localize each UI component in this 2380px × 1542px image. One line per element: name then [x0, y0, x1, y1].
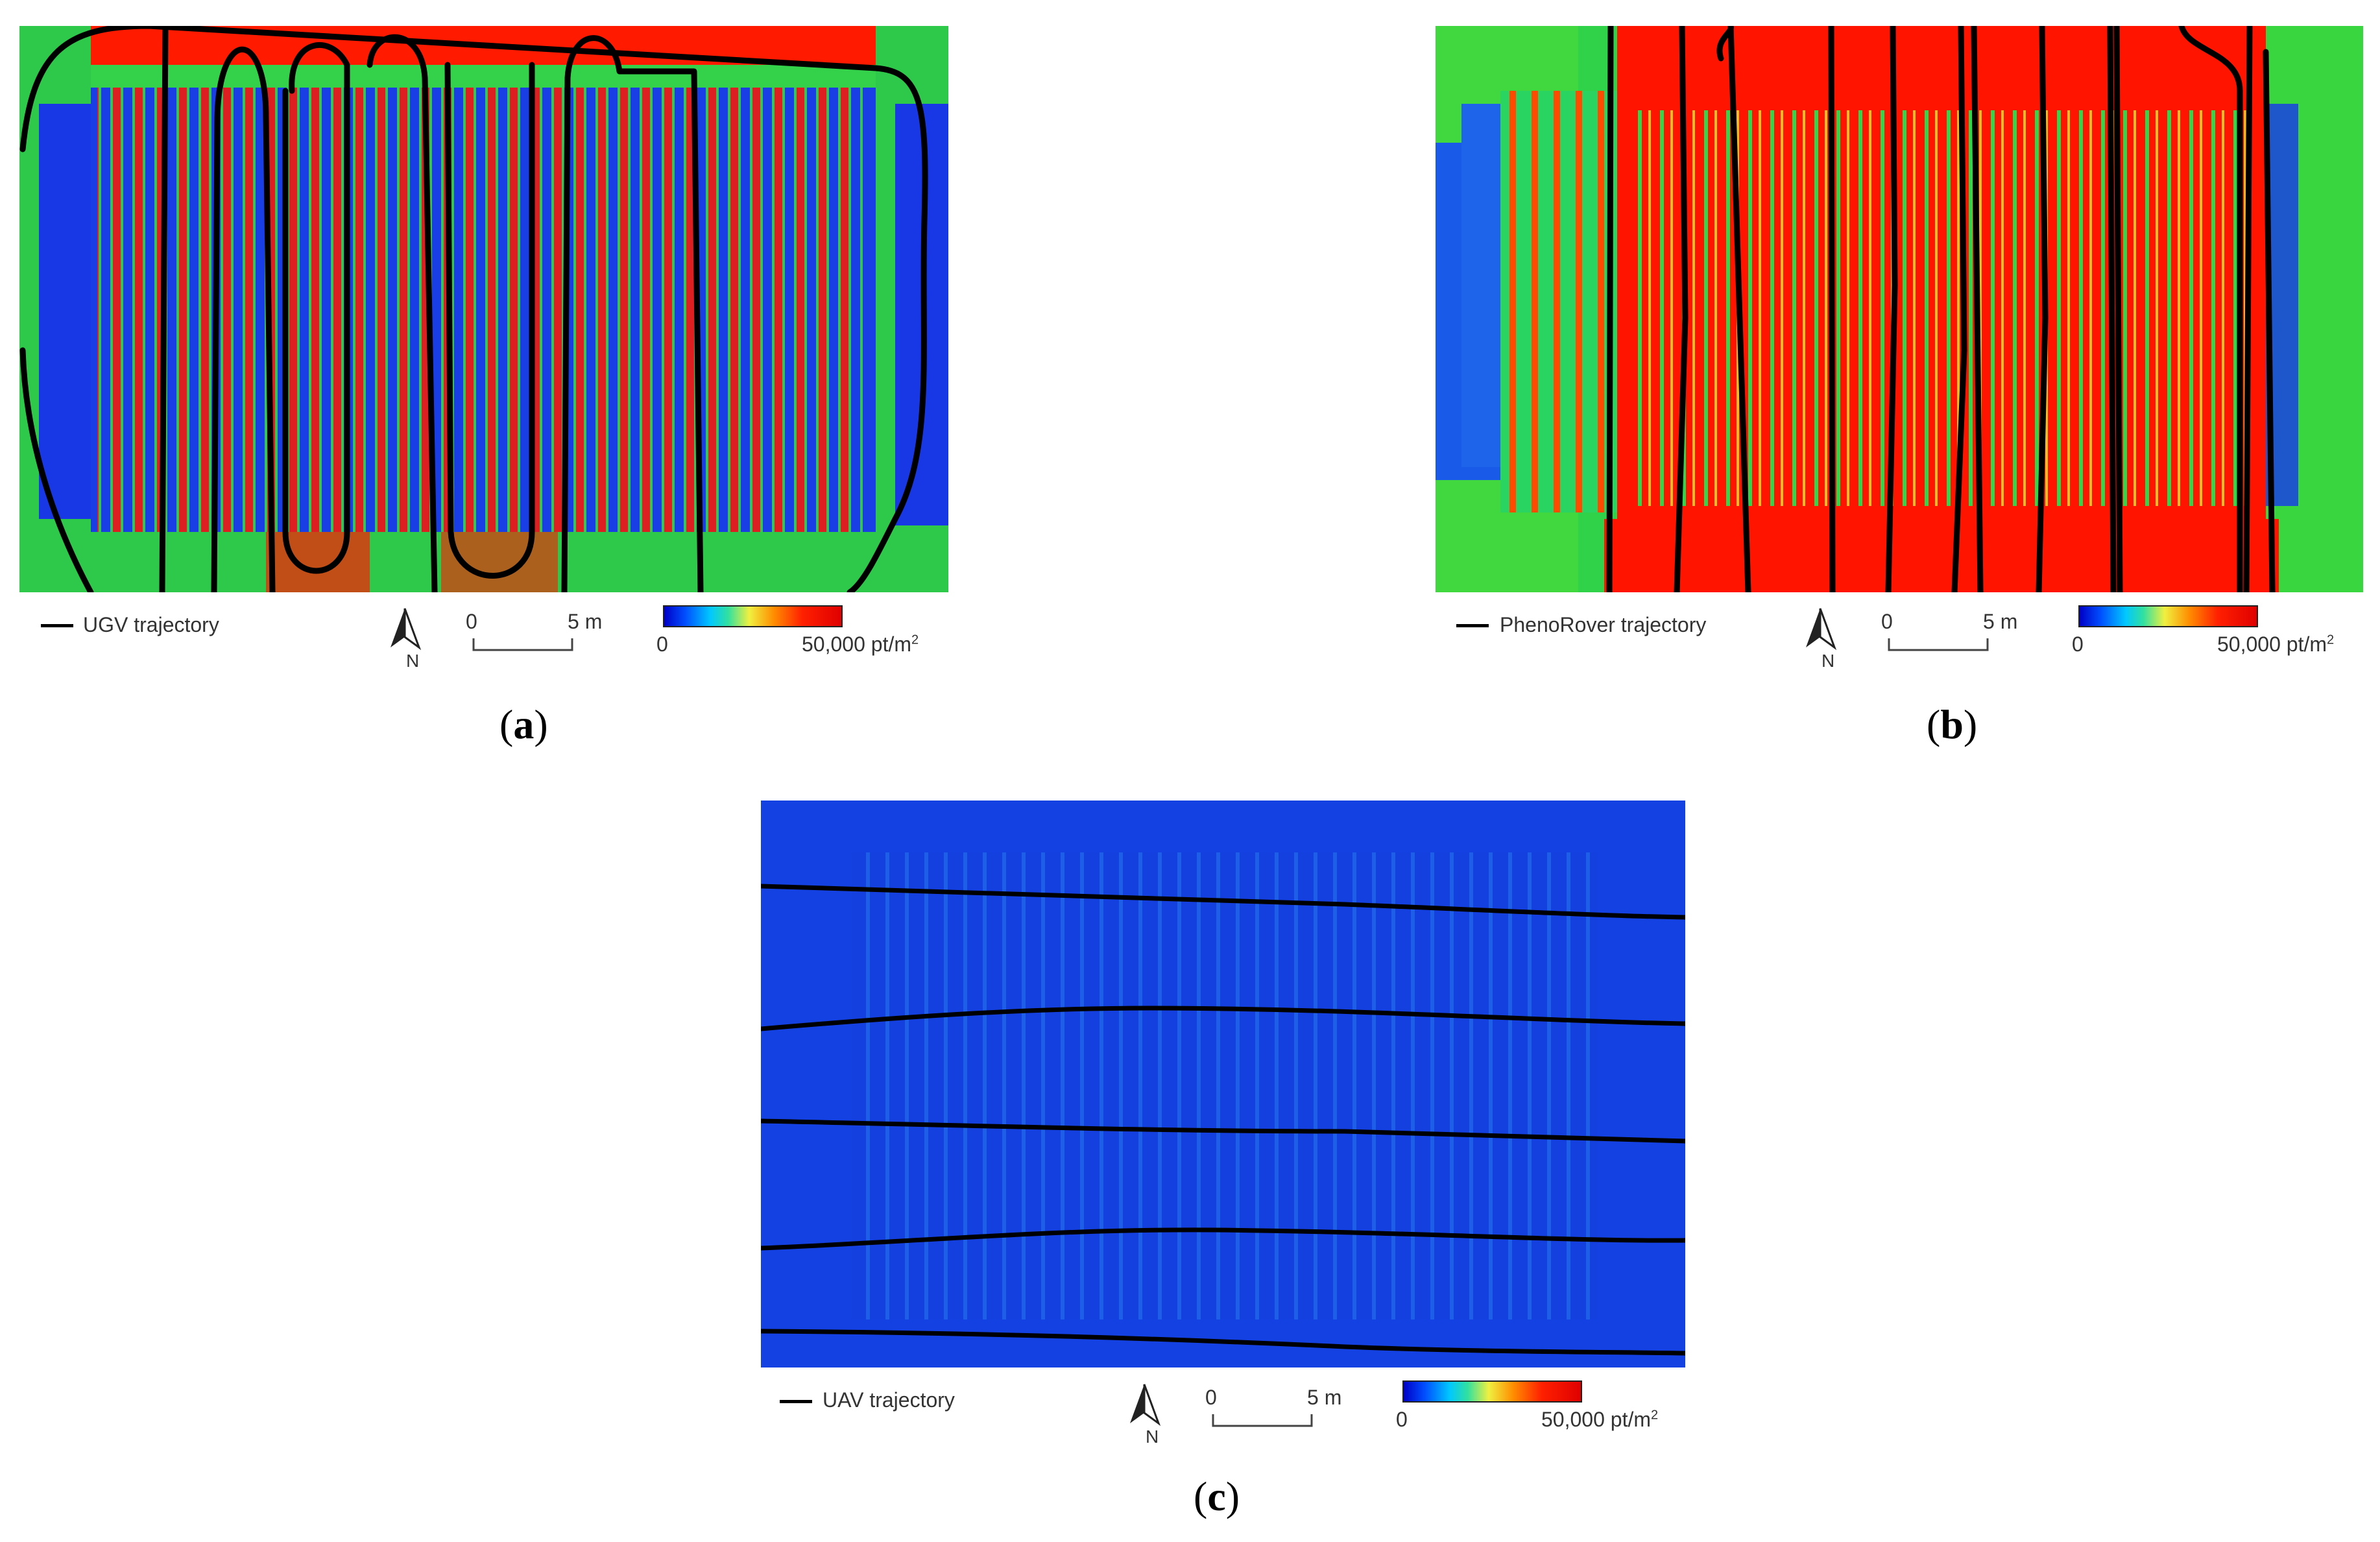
colorbar-min-label: 0: [2072, 632, 2084, 656]
legend-label-phenorover: PhenoRover trajectory: [1500, 613, 1707, 636]
caption-letter: b: [1940, 701, 1964, 747]
colorbar-max-label: 50,000 pt/m2: [2217, 632, 2334, 657]
caption-close: ): [534, 701, 548, 747]
legend-label-uav: UAV trajectory: [823, 1388, 955, 1412]
north-label: N: [1821, 651, 1834, 669]
map-ugv-point-density: [19, 26, 948, 592]
colorbar-max-label: 50,000 pt/m2: [802, 632, 919, 657]
scale-label-zero: 0: [1205, 1386, 1217, 1409]
caption-c: (c): [1194, 1473, 1240, 1521]
colorbar-max-sup: 2: [1651, 1408, 1659, 1423]
legend-line-ugv: [41, 624, 73, 627]
caption-close: ): [1963, 701, 1978, 747]
colorbar-max-sup: 2: [2327, 632, 2335, 647]
scale-label-end: 5 m: [1307, 1386, 1342, 1409]
caption-letter: a: [513, 701, 535, 747]
colorbar-max-value: 50,000 pt/m: [1541, 1408, 1651, 1431]
legend-label-ugv: UGV trajectory: [83, 613, 219, 636]
colorbar-max-value: 50,000 pt/m: [802, 632, 911, 656]
scale-label-end: 5 m: [568, 610, 603, 633]
legend-line-phenorover: [1456, 624, 1489, 627]
legend-line-uav: [780, 1400, 812, 1403]
scale-bar: [1888, 638, 1989, 651]
colorbar-max-sup: 2: [911, 632, 919, 647]
caption-open: (: [499, 701, 514, 747]
colorbar: [2078, 605, 2258, 627]
scale-label-zero: 0: [466, 610, 477, 633]
north-label: N: [1146, 1427, 1159, 1445]
caption-close: ): [1225, 1473, 1240, 1519]
colorbar-max-value: 50,000 pt/m: [2217, 632, 2327, 656]
colorbar-max-label: 50,000 pt/m2: [1541, 1408, 1658, 1432]
scale-bar: [472, 638, 573, 651]
colorbar: [1402, 1380, 1582, 1403]
scale-label-zero: 0: [1881, 610, 1893, 633]
caption-a: (a): [499, 701, 548, 749]
north-arrow-icon: N: [1130, 1384, 1161, 1445]
caption-open: (: [1194, 1473, 1208, 1519]
map-uav-point-density: [761, 801, 1685, 1367]
colorbar-min-label: 0: [1396, 1408, 1408, 1431]
north-label: N: [406, 651, 419, 669]
north-arrow-icon: N: [1806, 608, 1837, 669]
scale-bar: [1212, 1414, 1313, 1427]
colorbar: [663, 605, 843, 627]
caption-b: (b): [1927, 701, 1977, 749]
map-phenorover-point-density: [1436, 26, 2363, 592]
caption-open: (: [1927, 701, 1941, 747]
caption-letter: c: [1207, 1473, 1226, 1519]
scale-label-end: 5 m: [1983, 610, 2018, 633]
colorbar-min-label: 0: [656, 632, 668, 656]
north-arrow-icon: N: [391, 608, 422, 669]
